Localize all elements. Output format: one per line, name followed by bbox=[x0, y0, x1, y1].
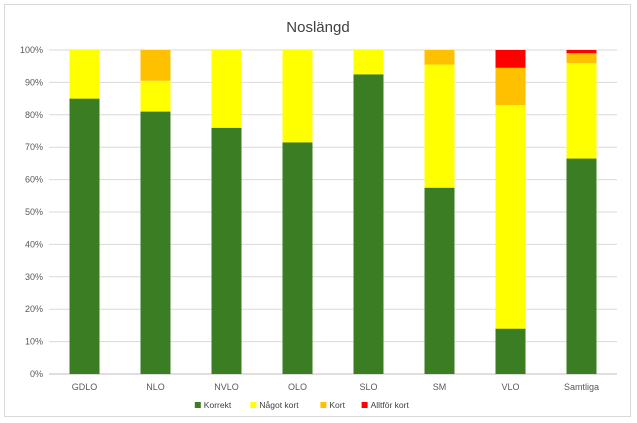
y-tick-label: 20% bbox=[25, 304, 43, 314]
legend-item: Något kort bbox=[250, 400, 299, 410]
x-axis-ticks: GDLO NLO NVLO OLO SLO SM VLO Samtliga bbox=[72, 382, 599, 392]
legend-label: Alltför kort bbox=[371, 400, 410, 410]
x-tick-label: SM bbox=[433, 382, 447, 392]
bar-segment bbox=[566, 158, 597, 374]
x-tick-label: OLO bbox=[288, 382, 307, 392]
bar-segment bbox=[424, 187, 455, 374]
bar-segment bbox=[140, 80, 171, 112]
bar-segment bbox=[140, 111, 171, 374]
legend-label: Något kort bbox=[259, 400, 299, 410]
y-axis-ticks: 0% 10% 20% 30% 40% 50% 60% 70% 80% 90% 100% bbox=[20, 45, 43, 379]
bar-segment bbox=[282, 142, 313, 374]
legend-swatch bbox=[320, 402, 327, 408]
y-tick-label: 80% bbox=[25, 110, 43, 120]
y-tick-label: 50% bbox=[25, 207, 43, 217]
y-tick-label: 70% bbox=[25, 142, 43, 152]
bar-segment bbox=[566, 62, 597, 159]
y-tick-label: 60% bbox=[25, 175, 43, 185]
bar-segment bbox=[211, 127, 242, 374]
bar-segment bbox=[495, 105, 526, 329]
bar-segment bbox=[69, 50, 100, 99]
chart-frame: Noslängd 0% 10% 20% 30% 40% 50% 60% 70% 80% 90% 10… bbox=[4, 4, 631, 417]
gridlines bbox=[49, 49, 617, 375]
bar-segment bbox=[566, 53, 597, 63]
legend-label: Korrekt bbox=[204, 400, 232, 410]
y-tick-label: 100% bbox=[20, 45, 43, 55]
legend-item: Kort bbox=[320, 400, 346, 410]
bar-segment bbox=[282, 50, 313, 143]
bar-segment bbox=[424, 64, 455, 188]
legend-item: Alltför kort bbox=[361, 400, 410, 410]
x-tick-label: NLO bbox=[146, 382, 165, 392]
x-tick-label: NVLO bbox=[214, 382, 239, 392]
bar-segment bbox=[566, 50, 597, 54]
bar-segment bbox=[140, 50, 171, 81]
x-tick-label: Samtliga bbox=[564, 382, 599, 392]
bar-segment bbox=[211, 50, 242, 128]
bar-segment bbox=[353, 74, 384, 375]
x-tick-label: VLO bbox=[501, 382, 519, 392]
bar-segment bbox=[495, 50, 526, 68]
x-tick-label: GDLO bbox=[72, 382, 98, 392]
legend-item: Korrekt bbox=[194, 400, 232, 410]
bar-segment bbox=[353, 50, 384, 75]
legend-swatch bbox=[250, 402, 257, 408]
bar-segment bbox=[69, 98, 100, 374]
y-tick-label: 40% bbox=[25, 239, 43, 249]
stacked-bar-chart: Noslängd 0% 10% 20% 30% 40% 50% 60% 70% 80% 90% 10… bbox=[20, 19, 617, 410]
legend: Korrekt Något kort Kort Alltför kort bbox=[194, 400, 410, 410]
x-tick-label: SLO bbox=[359, 382, 377, 392]
legend-swatch bbox=[194, 402, 201, 408]
y-tick-label: 90% bbox=[25, 77, 43, 87]
chart-title: Noslängd bbox=[286, 19, 349, 36]
bar-segment bbox=[424, 50, 455, 65]
legend-label: Kort bbox=[329, 400, 345, 410]
bars bbox=[69, 50, 597, 375]
bar-segment bbox=[495, 67, 526, 106]
bar-segment bbox=[495, 328, 526, 374]
y-tick-label: 30% bbox=[25, 272, 43, 282]
legend-swatch bbox=[361, 402, 368, 408]
y-tick-label: 10% bbox=[25, 337, 43, 347]
y-tick-label: 0% bbox=[30, 369, 43, 379]
